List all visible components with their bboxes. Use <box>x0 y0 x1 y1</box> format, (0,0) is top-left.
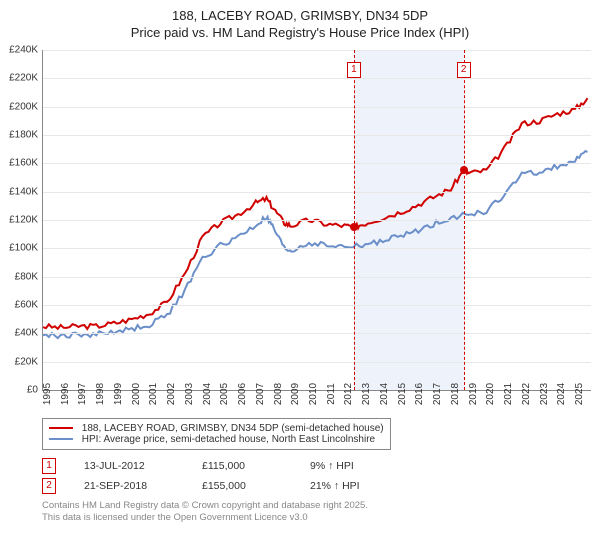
gridline <box>43 277 591 278</box>
x-axis-label: 2016 <box>414 383 425 405</box>
gridline <box>43 163 591 164</box>
sale-marker-number: 1 <box>347 62 361 78</box>
y-axis-label: £20K <box>15 356 38 367</box>
gridline <box>43 362 591 363</box>
x-axis-label: 2025 <box>574 383 585 405</box>
x-axis-label: 2005 <box>219 383 230 405</box>
transaction-row: 2 21-SEP-2018 £155,000 21% ↑ HPI <box>42 478 590 494</box>
transaction-price: £155,000 <box>202 480 282 492</box>
y-axis-label: £220K <box>9 73 38 84</box>
x-axis-label: 2006 <box>237 383 248 405</box>
gridline <box>43 248 591 249</box>
chart-area: 12 £0£20K£40K£60K£80K£100K£120K£140K£160… <box>42 50 590 410</box>
legend-label-2: HPI: Average price, semi-detached house,… <box>82 434 375 445</box>
gridline <box>43 305 591 306</box>
legend-swatch-1 <box>49 427 73 429</box>
transaction-number: 1 <box>42 458 56 474</box>
x-axis-label: 2008 <box>273 383 284 405</box>
gridline <box>43 135 591 136</box>
transaction-date: 21-SEP-2018 <box>84 480 174 492</box>
x-axis-label: 2010 <box>308 383 319 405</box>
x-axis-label: 2023 <box>539 383 550 405</box>
y-axis-label: £0 <box>27 385 38 396</box>
chart-container: 188, LACEBY ROAD, GRIMSBY, DN34 5DP Pric… <box>0 0 600 560</box>
transaction-price: £115,000 <box>202 460 282 472</box>
y-axis-label: £120K <box>9 215 38 226</box>
x-axis-label: 2009 <box>290 383 301 405</box>
x-axis-label: 1995 <box>42 383 53 405</box>
y-axis-label: £140K <box>9 186 38 197</box>
y-axis-label: £40K <box>15 328 38 339</box>
title-line-2: Price paid vs. HM Land Registry's House … <box>0 25 600 42</box>
y-axis-label: £200K <box>9 101 38 112</box>
x-axis-label: 2018 <box>450 383 461 405</box>
series-line-hpi <box>43 151 588 338</box>
transaction-number: 2 <box>42 478 56 494</box>
x-axis-label: 2003 <box>184 383 195 405</box>
x-axis-label: 2001 <box>148 383 159 405</box>
gridline <box>43 78 591 79</box>
sale-marker-line <box>354 50 355 390</box>
series-line-subject <box>43 98 588 329</box>
copyright-line-2: This data is licensed under the Open Gov… <box>42 512 590 524</box>
x-axis-label: 1997 <box>77 383 88 405</box>
y-axis-label: £80K <box>15 271 38 282</box>
gridline <box>43 192 591 193</box>
sale-data-point <box>460 166 468 174</box>
legend-label-1: 188, LACEBY ROAD, GRIMSBY, DN34 5DP (sem… <box>82 423 384 434</box>
legend-box: 188, LACEBY ROAD, GRIMSBY, DN34 5DP (sem… <box>42 418 391 450</box>
sale-marker-number: 2 <box>457 62 471 78</box>
x-axis-label: 1999 <box>113 383 124 405</box>
x-axis-label: 1996 <box>60 383 71 405</box>
x-axis-label: 2007 <box>255 383 266 405</box>
x-axis-label: 2004 <box>202 383 213 405</box>
x-axis-label: 2022 <box>521 383 532 405</box>
y-axis-label: £100K <box>9 243 38 254</box>
chart-title: 188, LACEBY ROAD, GRIMSBY, DN34 5DP Pric… <box>0 0 600 42</box>
x-axis-label: 2014 <box>379 383 390 405</box>
gridline <box>43 333 591 334</box>
plot-region: 12 <box>42 50 591 391</box>
x-axis-label: 2021 <box>503 383 514 405</box>
gridline <box>43 220 591 221</box>
y-axis-label: £240K <box>9 45 38 56</box>
x-axis-label: 2017 <box>432 383 443 405</box>
sale-data-point <box>350 223 358 231</box>
x-axis-label: 2002 <box>166 383 177 405</box>
x-axis-label: 1998 <box>95 383 106 405</box>
x-axis-label: 2019 <box>468 383 479 405</box>
transactions-table: 1 13-JUL-2012 £115,000 9% ↑ HPI 2 21-SEP-2018… <box>42 458 590 494</box>
x-axis-label: 2024 <box>556 383 567 405</box>
transaction-date: 13-JUL-2012 <box>84 460 174 472</box>
legend-and-footer: 188, LACEBY ROAD, GRIMSBY, DN34 5DP (sem… <box>42 418 590 524</box>
sale-marker-line <box>464 50 465 390</box>
x-axis-label: 2015 <box>397 383 408 405</box>
x-axis-label: 2012 <box>343 383 354 405</box>
transaction-row: 1 13-JUL-2012 £115,000 9% ↑ HPI <box>42 458 590 474</box>
y-axis-label: £160K <box>9 158 38 169</box>
x-axis-label: 2013 <box>361 383 372 405</box>
legend-item-1: 188, LACEBY ROAD, GRIMSBY, DN34 5DP (sem… <box>49 423 384 434</box>
copyright-line-1: Contains HM Land Registry data © Crown c… <box>42 500 590 512</box>
transaction-delta: 9% ↑ HPI <box>310 460 354 472</box>
legend-item-2: HPI: Average price, semi-detached house,… <box>49 434 384 445</box>
y-axis-label: £180K <box>9 130 38 141</box>
gridline <box>43 50 591 51</box>
legend-swatch-2 <box>49 438 73 440</box>
transaction-delta: 21% ↑ HPI <box>310 480 360 492</box>
gridline <box>43 107 591 108</box>
x-axis-label: 2000 <box>131 383 142 405</box>
y-axis-label: £60K <box>15 300 38 311</box>
copyright-notice: Contains HM Land Registry data © Crown c… <box>42 500 590 524</box>
x-axis-label: 2020 <box>485 383 496 405</box>
x-axis-label: 2011 <box>326 383 337 405</box>
title-line-1: 188, LACEBY ROAD, GRIMSBY, DN34 5DP <box>0 8 600 25</box>
